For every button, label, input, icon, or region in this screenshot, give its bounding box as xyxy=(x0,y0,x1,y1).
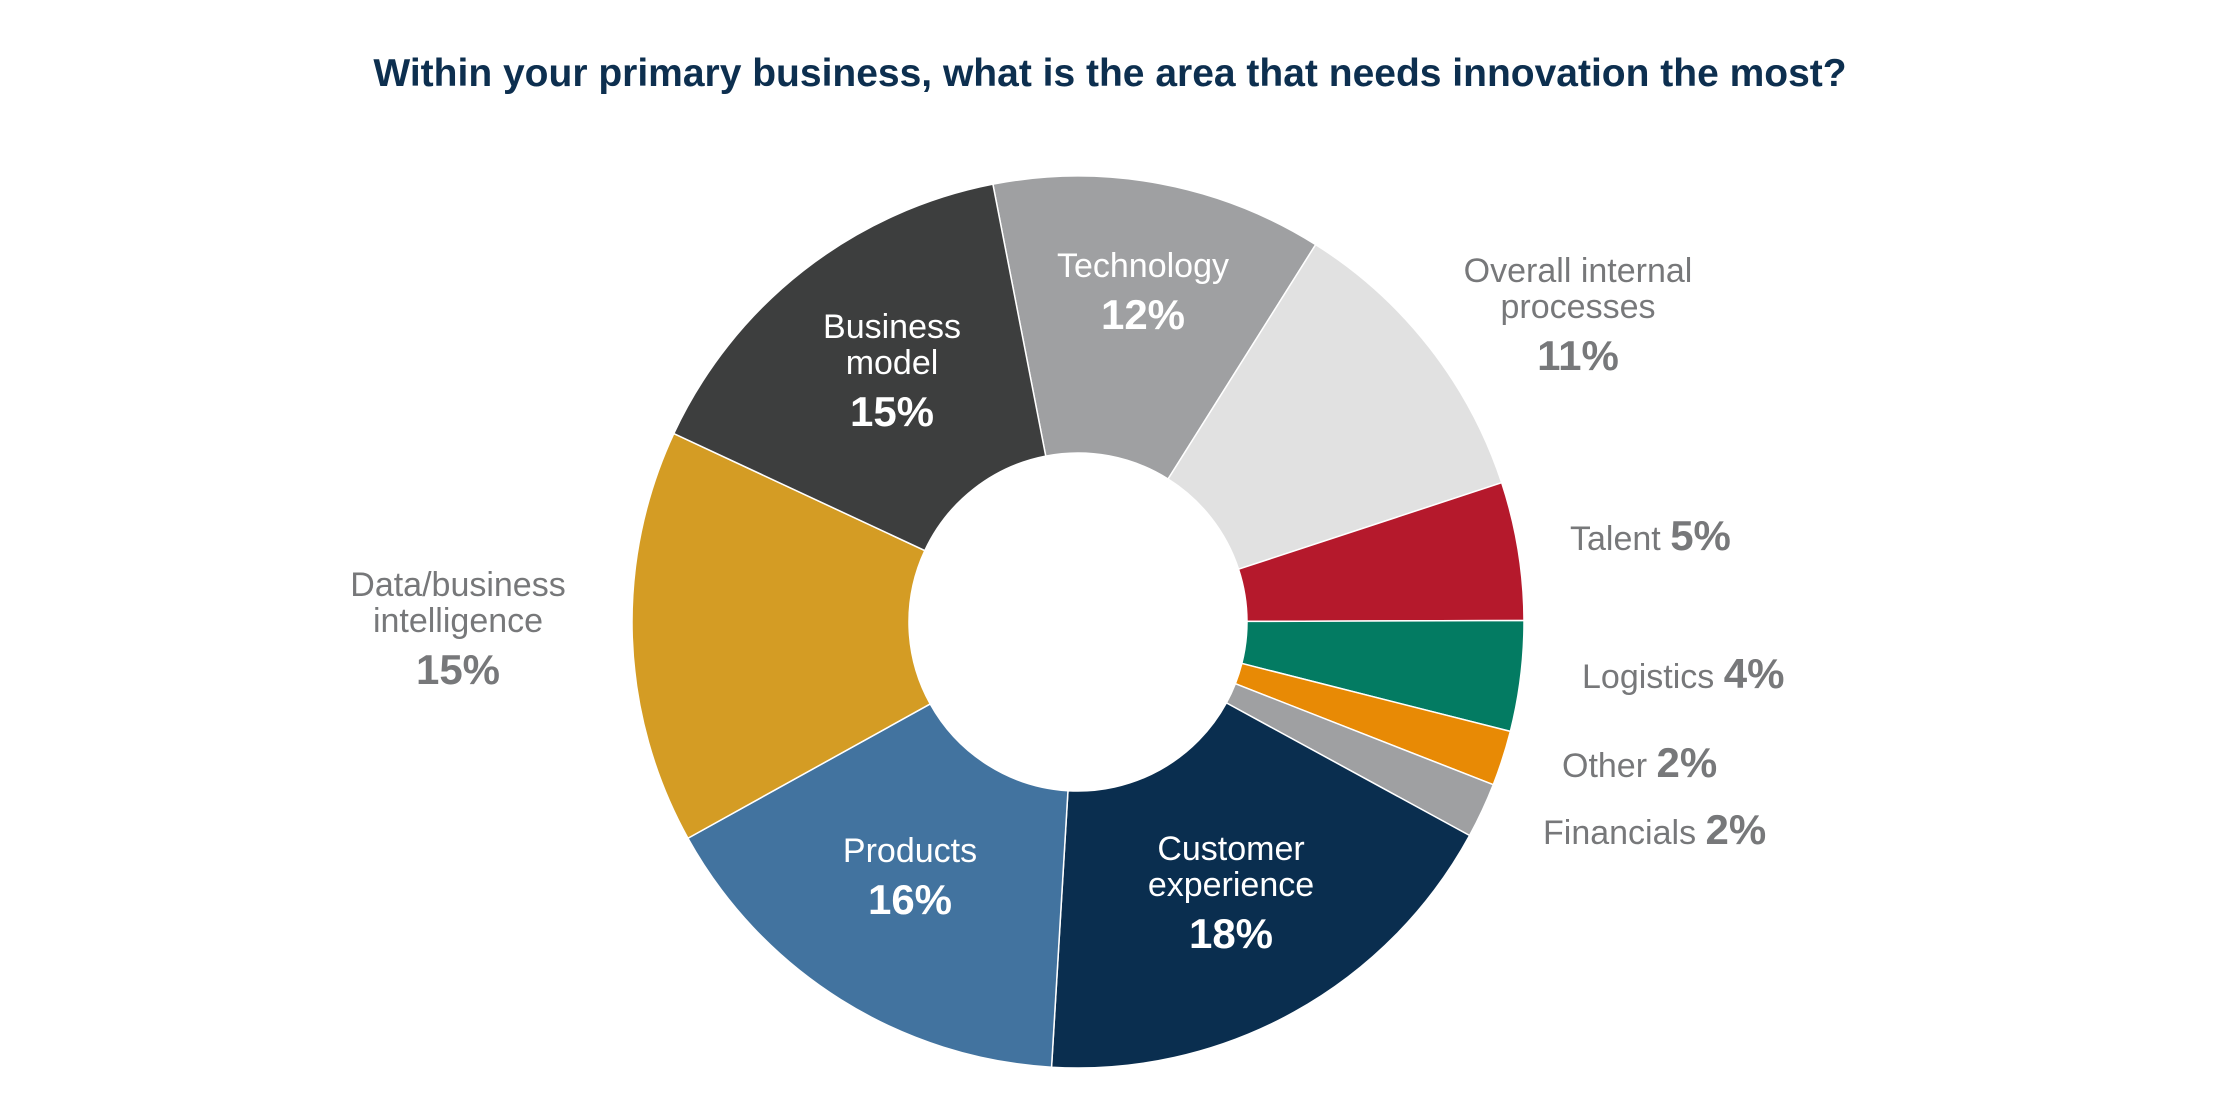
label-financials-value: 2% xyxy=(1706,806,1767,853)
label-technology: Technology 12% xyxy=(1057,247,1229,338)
label-other: Other 2% xyxy=(1562,739,1717,786)
label-business-model: Business model 15% xyxy=(823,308,961,435)
slice-technology xyxy=(992,175,1317,481)
label-overall-internal-processes: Overall internal processes 11% xyxy=(1464,252,1693,379)
label-products: Products 16% xyxy=(843,832,977,923)
slice-overall-internal-processes xyxy=(1167,243,1503,571)
chart-title: Within your primary business, what is th… xyxy=(373,52,1847,95)
slice-business-model xyxy=(672,183,1047,552)
label-products-value: 16% xyxy=(868,876,952,923)
label-customer-experience-name-line: experience xyxy=(1148,866,1314,904)
label-data-business-intelligence-name-line: Data/business xyxy=(350,566,565,604)
label-technology-name-line: Technology xyxy=(1057,247,1229,285)
label-logistics-value: 4% xyxy=(1724,650,1785,697)
label-logistics: Logistics 4% xyxy=(1582,650,1784,697)
label-other-name: Other xyxy=(1562,747,1656,785)
label-other-value: 2% xyxy=(1656,739,1717,786)
label-business-model-value: 15% xyxy=(850,388,934,435)
label-overall-internal-processes-name-line: processes xyxy=(1501,288,1656,326)
label-talent-name: Talent xyxy=(1570,520,1670,558)
label-overall-internal-processes-value: 11% xyxy=(1537,332,1619,379)
label-financials: Financials 2% xyxy=(1543,806,1766,853)
label-business-model-name-line: Business xyxy=(823,308,961,346)
slice-products xyxy=(686,702,1069,1069)
slice-customer-experience xyxy=(1050,701,1471,1069)
label-talent-value: 5% xyxy=(1670,512,1731,559)
slice-data-business-intelligence xyxy=(631,432,932,840)
label-financials-name: Financials xyxy=(1543,814,1706,852)
label-products-name-line: Products xyxy=(843,832,977,870)
label-business-model-name-line: model xyxy=(846,344,939,382)
label-overall-internal-processes-name-line: Overall internal xyxy=(1464,252,1693,290)
label-technology-value: 12% xyxy=(1101,291,1185,338)
label-customer-experience-name-line: Customer xyxy=(1157,830,1304,868)
label-talent: Talent 5% xyxy=(1570,512,1731,559)
label-logistics-name: Logistics xyxy=(1582,658,1724,696)
label-data-business-intelligence-value: 15% xyxy=(416,646,500,693)
label-data-business-intelligence: Data/business intelligence 15% xyxy=(350,566,565,693)
label-data-business-intelligence-name-line: intelligence xyxy=(373,602,543,640)
label-customer-experience: Customer experience 18% xyxy=(1148,830,1314,957)
label-customer-experience-value: 18% xyxy=(1189,910,1273,957)
